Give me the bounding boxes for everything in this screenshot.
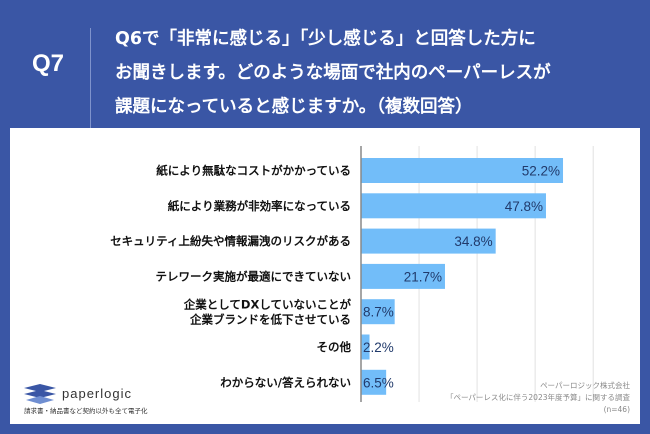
- value-label: 21.7%: [404, 269, 442, 284]
- bar: [361, 228, 496, 254]
- bar: [361, 334, 370, 360]
- category-label: その他: [317, 340, 352, 354]
- logo-tagline: 請求書・納品書など契約以外も全て電子化: [24, 407, 148, 415]
- bar: [361, 158, 564, 183]
- category-label: わからない/答えられない: [220, 375, 351, 389]
- category-label: 紙により業務が非効率になっている: [168, 199, 351, 213]
- source-company: ペーパーロジック株式会社: [540, 381, 630, 390]
- value-label: 2.2%: [363, 340, 394, 355]
- logo-text: paperlogic: [62, 386, 132, 401]
- bar: [361, 369, 387, 395]
- source-survey: 「ペーパーレス化に伴う2023年度予算」に関する調査: [445, 393, 630, 402]
- value-label: 47.8%: [505, 199, 543, 214]
- sample-size: (n=46): [603, 405, 630, 414]
- category-label: 企業としてDXしていないことが企業ブランドを低下させている: [183, 298, 352, 327]
- value-label: 6.5%: [363, 375, 394, 390]
- bar: [361, 193, 546, 219]
- value-label: 8.7%: [363, 305, 394, 320]
- divider: [90, 28, 91, 132]
- category-label: 紙により無駄なコストがかかっている: [156, 164, 351, 178]
- question-number: Q7: [32, 50, 65, 77]
- question-text: Q6で「非常に感じる」「少し感じる」と回答した方に お聞きします。どのような場面…: [115, 29, 551, 117]
- category-label: テレワーク実施が最適にできていない: [156, 269, 352, 283]
- value-label: 52.2%: [522, 164, 560, 179]
- bar: [361, 299, 395, 325]
- bar: [361, 263, 445, 289]
- paperlogic-logo-icon: [24, 384, 56, 404]
- category-label: セキュリティ上紛失や情報漏洩のリスクがある: [110, 234, 351, 248]
- value-label: 34.8%: [454, 234, 492, 249]
- source-note: ペーパーロジック株式会社 「ペーパーレス化に伴う2023年度予算」に関する調査 …: [446, 380, 630, 416]
